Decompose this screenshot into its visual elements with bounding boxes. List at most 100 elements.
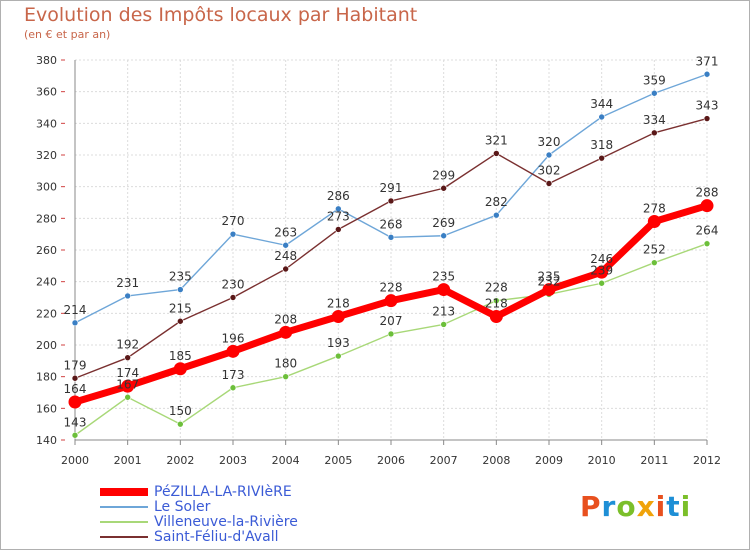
data-label: 235 xyxy=(432,270,455,284)
y-tick-label: 280 xyxy=(36,212,57,225)
legend-item: PéZILLA-LA-RIVIèRE xyxy=(100,484,292,500)
data-point xyxy=(647,215,661,228)
data-label: 269 xyxy=(432,216,455,230)
y-tick-label: 140 xyxy=(36,434,57,447)
y-tick-label: 300 xyxy=(36,181,57,194)
data-point xyxy=(177,420,184,428)
x-tick-label: 2004 xyxy=(272,454,300,467)
data-label: 215 xyxy=(169,301,192,315)
logo-letter: x xyxy=(636,490,656,523)
data-point xyxy=(651,129,658,137)
data-label: 179 xyxy=(64,358,87,372)
logo-letter: i xyxy=(680,490,692,523)
y-tick-label: 180 xyxy=(36,371,57,384)
data-point xyxy=(177,317,184,325)
data-point xyxy=(387,197,395,205)
data-label: 291 xyxy=(380,181,403,195)
data-point xyxy=(651,89,658,97)
data-label: 185 xyxy=(169,349,192,363)
data-point xyxy=(282,241,289,249)
data-label: 193 xyxy=(327,336,350,350)
data-point xyxy=(282,373,289,380)
y-tick-label: 380 xyxy=(36,54,57,67)
proxiti-logo: Proxiti xyxy=(580,490,691,523)
chart-subtitle: (en € et par an) xyxy=(24,28,111,41)
data-label: 273 xyxy=(327,209,350,223)
data-point xyxy=(384,294,398,308)
data-point xyxy=(493,297,500,304)
data-label: 174 xyxy=(116,366,139,380)
data-label: 268 xyxy=(380,217,403,231)
data-point xyxy=(387,330,395,338)
data-label: 252 xyxy=(643,243,666,257)
data-point xyxy=(124,354,131,361)
data-point xyxy=(71,374,79,382)
data-label: 270 xyxy=(222,214,245,228)
x-tick-label: 2001 xyxy=(114,454,142,467)
legend-item: Le Soler xyxy=(100,499,210,515)
data-label: 334 xyxy=(643,113,666,127)
data-point xyxy=(542,283,556,297)
data-point xyxy=(335,205,342,213)
y-tick-label: 240 xyxy=(36,276,57,289)
data-label: 263 xyxy=(274,225,297,239)
data-label: 235 xyxy=(169,270,192,284)
x-tick-label: 2009 xyxy=(535,454,563,467)
data-point xyxy=(700,199,714,213)
data-point xyxy=(71,431,79,439)
data-label: 150 xyxy=(169,404,192,418)
y-tick-label: 200 xyxy=(36,339,57,352)
logo-letter: t xyxy=(666,490,681,523)
chart-title: Evolution des Impôts locaux par Habitant xyxy=(24,4,418,26)
data-label: 286 xyxy=(327,189,350,203)
data-label: 248 xyxy=(274,249,297,263)
legend-label: Le Soler xyxy=(154,499,211,515)
data-label: 207 xyxy=(380,314,403,328)
x-tick-label: 2003 xyxy=(219,454,247,467)
legend-item: Villeneuve-la-Rivière xyxy=(100,514,298,530)
data-point xyxy=(124,393,131,401)
data-label: 192 xyxy=(116,338,139,352)
data-label: 299 xyxy=(432,168,455,182)
data-label: 246 xyxy=(590,252,613,266)
data-label: 318 xyxy=(590,138,613,152)
legend-label: Saint-Féliu-d'Avall xyxy=(154,529,279,545)
x-tick-label: 2005 xyxy=(324,454,352,467)
data-label: 143 xyxy=(64,415,87,429)
data-label: 344 xyxy=(590,97,613,111)
data-label: 196 xyxy=(222,331,245,345)
data-label: 288 xyxy=(696,186,719,200)
logo-letter: P xyxy=(580,490,602,523)
legend-swatch xyxy=(100,536,148,538)
data-label: 180 xyxy=(274,357,297,371)
legend-label: Villeneuve-la-Rivière xyxy=(154,514,298,530)
data-label: 278 xyxy=(643,202,666,216)
data-point xyxy=(229,294,237,301)
data-label: 214 xyxy=(64,303,87,317)
legend-swatch xyxy=(100,506,148,508)
data-label: 232 xyxy=(538,274,561,288)
legend-swatch xyxy=(100,488,148,496)
data-point xyxy=(595,265,609,279)
data-point xyxy=(598,154,605,162)
data-point xyxy=(703,240,711,247)
data-label: 343 xyxy=(696,99,719,113)
data-label: 164 xyxy=(64,382,87,396)
data-label: 218 xyxy=(485,297,508,311)
data-label: 359 xyxy=(643,73,666,87)
data-point xyxy=(437,283,451,297)
data-point xyxy=(121,379,135,393)
data-point xyxy=(71,319,79,327)
data-point xyxy=(489,310,503,323)
data-label: 208 xyxy=(274,312,297,326)
data-point xyxy=(229,384,237,392)
data-point xyxy=(68,395,82,409)
data-point xyxy=(493,211,500,219)
data-label: 302 xyxy=(538,164,561,178)
data-point xyxy=(282,265,289,273)
y-tick-label: 360 xyxy=(36,86,57,99)
logo-letter: r xyxy=(601,490,617,523)
data-point xyxy=(226,344,240,358)
data-label: 235 xyxy=(538,270,561,284)
